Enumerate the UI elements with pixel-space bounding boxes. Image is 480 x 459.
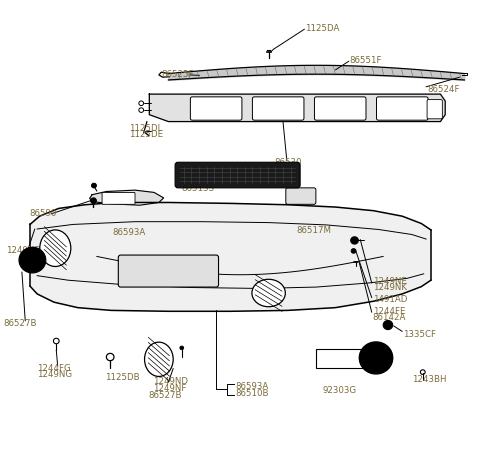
Circle shape	[180, 346, 184, 350]
Text: 1249NG: 1249NG	[36, 369, 72, 378]
Polygon shape	[149, 95, 445, 122]
Text: 1249NE: 1249NE	[372, 276, 407, 285]
Text: 18643D: 18643D	[318, 360, 350, 369]
Text: 86524F: 86524F	[427, 85, 459, 94]
Circle shape	[19, 248, 46, 273]
Ellipse shape	[40, 230, 71, 267]
FancyBboxPatch shape	[427, 101, 443, 119]
Circle shape	[360, 342, 393, 374]
Text: 86593A: 86593A	[235, 381, 268, 390]
Text: 86142A: 86142A	[372, 313, 406, 322]
Text: 1125DE: 1125DE	[129, 130, 163, 139]
FancyBboxPatch shape	[102, 193, 135, 205]
Text: 86510B: 86510B	[235, 388, 269, 397]
Text: 92350M: 92350M	[318, 354, 351, 363]
Text: 1249ND: 1249ND	[6, 245, 41, 254]
Circle shape	[385, 323, 391, 328]
Ellipse shape	[252, 280, 285, 307]
Text: 92303G: 92303G	[322, 386, 356, 395]
Text: 86525F: 86525F	[162, 70, 194, 79]
Circle shape	[351, 249, 356, 254]
Text: 1125DL: 1125DL	[129, 124, 163, 133]
Text: 1249ND: 1249ND	[153, 376, 188, 386]
Text: 1243BH: 1243BH	[412, 375, 446, 384]
FancyBboxPatch shape	[316, 349, 364, 369]
Text: 86517M: 86517M	[296, 225, 331, 234]
Text: 86513S: 86513S	[182, 184, 215, 193]
Text: 86590: 86590	[29, 209, 57, 218]
Text: 1244FE: 1244FE	[372, 306, 405, 315]
Text: 1249NF: 1249NF	[153, 383, 187, 392]
Ellipse shape	[144, 342, 173, 377]
Circle shape	[351, 237, 359, 245]
FancyBboxPatch shape	[118, 256, 218, 287]
Text: 1244FG: 1244FG	[36, 363, 71, 372]
FancyBboxPatch shape	[286, 189, 316, 205]
Text: 1491AD: 1491AD	[372, 294, 407, 303]
FancyBboxPatch shape	[252, 98, 304, 121]
FancyBboxPatch shape	[191, 98, 242, 121]
Text: 1335CF: 1335CF	[403, 329, 436, 338]
Text: 1125DB: 1125DB	[106, 372, 140, 381]
Polygon shape	[90, 191, 164, 206]
FancyBboxPatch shape	[376, 98, 428, 121]
Circle shape	[92, 184, 96, 189]
Text: 86520B: 86520B	[179, 263, 213, 271]
FancyBboxPatch shape	[314, 98, 366, 121]
Polygon shape	[30, 203, 431, 312]
Text: 86527B: 86527B	[4, 318, 37, 327]
Text: 86551F: 86551F	[350, 56, 382, 65]
Circle shape	[383, 321, 393, 330]
Text: 1125DA: 1125DA	[305, 24, 340, 33]
Text: 86527B: 86527B	[148, 390, 182, 399]
Circle shape	[91, 198, 96, 204]
Text: 86530: 86530	[274, 157, 301, 167]
Circle shape	[365, 348, 386, 368]
FancyBboxPatch shape	[175, 163, 300, 189]
Text: 1249NK: 1249NK	[372, 282, 407, 291]
Text: 86593A: 86593A	[113, 228, 146, 237]
